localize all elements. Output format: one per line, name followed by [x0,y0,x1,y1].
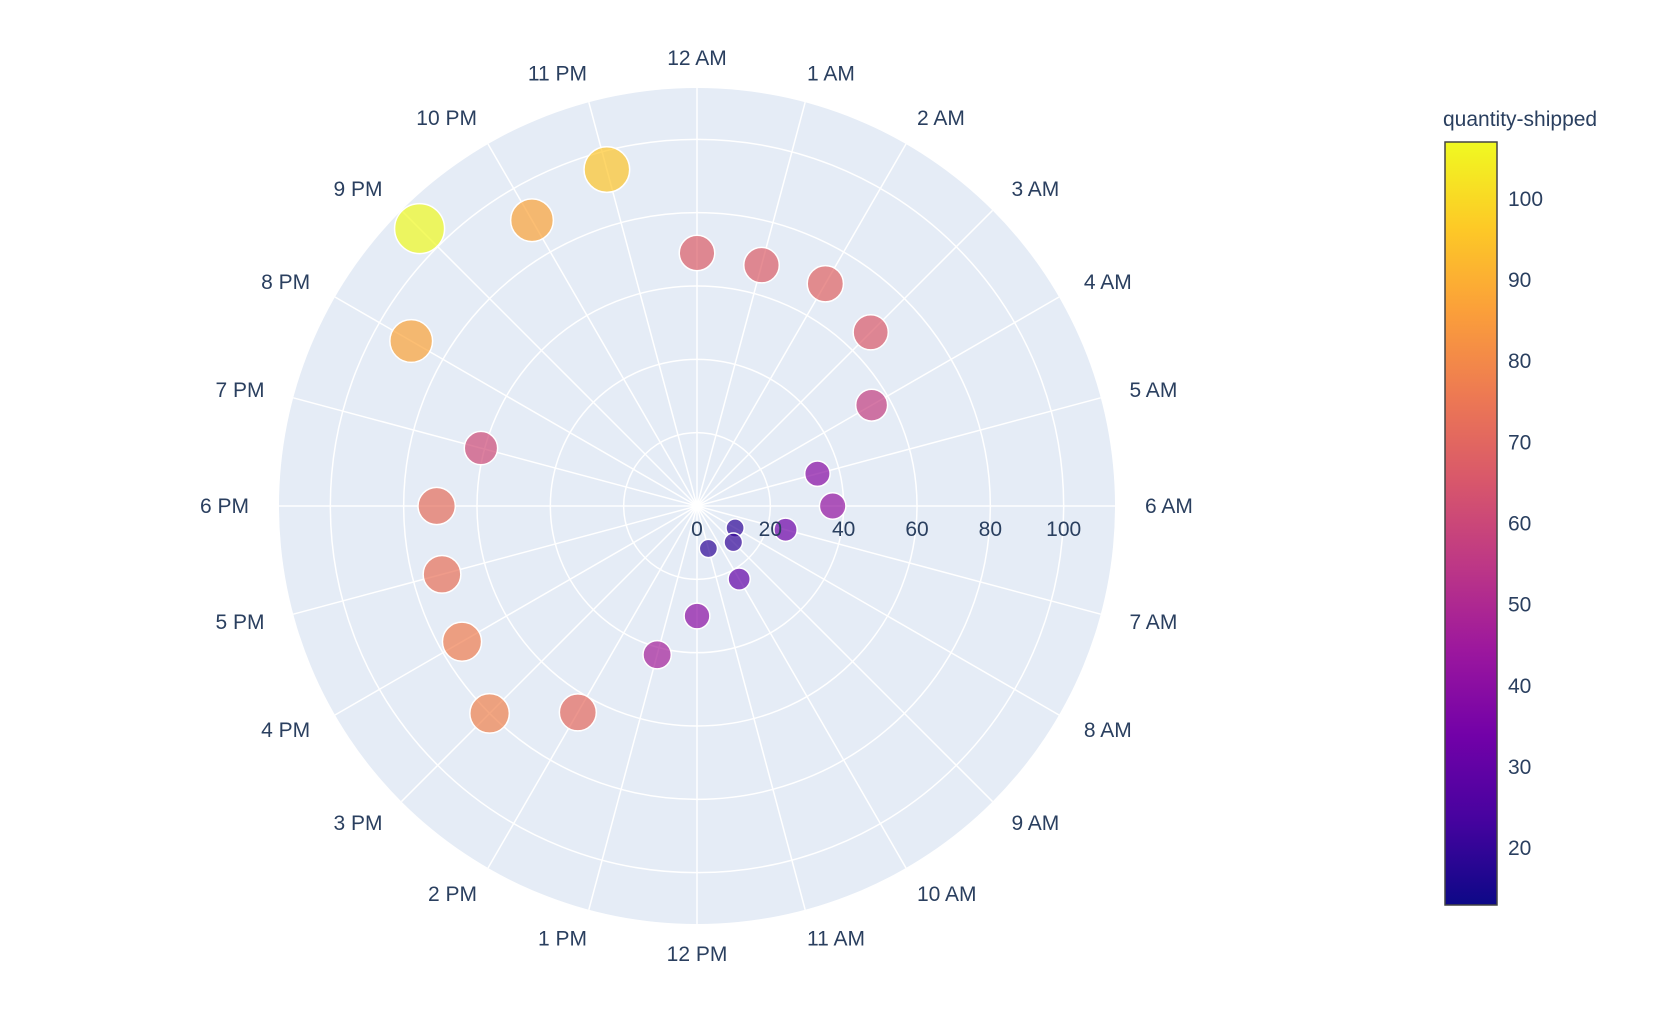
angular-grid-line [696,143,907,507]
angular-tick-label: 9 AM [1011,812,1059,835]
radial-axis-ticks: 0 20 40 60 80 100 [691,518,1081,541]
data-point [773,517,798,543]
angular-tick-label: 9 PM [334,178,383,201]
angular-tick-label: 4 AM [1084,271,1132,294]
angular-tick-label: 8 PM [261,271,310,294]
angular-grid-line [487,505,698,869]
data-point [422,554,462,594]
data-point [723,532,744,553]
angular-tick-label: 2 PM [428,883,477,906]
data-point [417,486,457,526]
angular-tick-label: 3 PM [334,812,383,835]
data-point [806,264,845,303]
colorbar-gradient [1444,141,1498,906]
angular-tick-label: 5 PM [216,611,265,634]
angular-grid-line [400,209,698,507]
data-point [683,602,711,630]
colorbar-tick-label: 30 [1508,756,1531,779]
angular-tick-label: 12 PM [667,943,728,966]
colorbar-tick-label: 60 [1508,513,1531,536]
data-point [463,430,499,466]
angular-grid-line [696,505,806,910]
angular-tick-label: 11 AM [807,928,865,951]
radial-tick-label: 20 [759,518,782,541]
colorbar-tick-label: 80 [1508,350,1531,373]
angular-tick-label: 1 PM [538,928,587,951]
data-point [583,145,631,194]
radial-tick-label: 0 [691,518,703,541]
angular-tick-label: 2 AM [917,107,965,130]
angular-grid-line [293,505,698,615]
angular-tick-label: 6 PM [200,495,249,518]
data-point [803,460,831,488]
angular-tick-label: 7 AM [1129,611,1177,634]
data-point [558,693,598,732]
colorbar-tick-label: 100 [1508,188,1543,211]
angular-tick-label: 5 AM [1129,379,1177,402]
data-point [642,639,673,670]
colorbar-tick-label: 50 [1508,594,1531,617]
data-point [727,567,751,591]
data-point [509,198,555,243]
angular-grid-line [696,505,1060,716]
colorbar-ticks: 20 30 40 50 60 70 80 90 100 [1508,188,1543,860]
data-point [852,313,890,351]
data-points [389,145,890,734]
colorbar-title: quantity-shipped [1443,108,1597,131]
angular-grid-line [696,209,994,507]
colorbar-tick-label: 90 [1508,269,1531,292]
data-point [441,621,483,662]
angular-tick-label: 11 PM [528,62,587,85]
data-point [678,234,716,272]
angular-tick-label: 6 AM [1145,495,1193,518]
angular-grid-line [696,102,806,507]
data-point [743,246,781,284]
polar-grid [279,88,1115,924]
radial-tick-label: 100 [1046,518,1081,541]
angular-grid-line [696,505,994,803]
angular-grid-line [696,505,907,869]
colorbar: quantity-shipped 20 30 40 50 60 70 80 90 100 [1443,108,1597,906]
angular-tick-label: 10 AM [917,883,977,906]
angular-grid-line [588,505,698,910]
radial-tick-label: 40 [832,518,855,541]
radial-tick-label: 80 [979,518,1002,541]
colorbar-tick-label: 20 [1508,837,1531,860]
radial-tick-label: 60 [905,518,928,541]
angular-tick-label: 3 AM [1011,178,1059,201]
data-point [393,202,446,255]
angular-tick-label: 1 AM [807,62,855,85]
angular-grid-line [696,505,1101,615]
angular-tick-label: 7 PM [216,379,265,402]
angular-tick-label: 10 PM [416,107,477,130]
angular-grid-line [400,505,698,803]
angular-tick-label: 12 AM [667,47,727,70]
colorbar-tick-label: 40 [1508,675,1531,698]
angular-tick-label: 8 AM [1084,719,1132,742]
angular-axis-ticks: 12 AM 1 AM 2 AM 3 AM 4 AM 5 AM 6 AM 7 AM 8 AM 9 A… [200,47,1193,966]
data-point [389,318,434,364]
angular-grid-line [696,397,1101,507]
data-point [469,692,511,734]
colorbar-tick-label: 70 [1508,431,1531,454]
angular-grid-line [334,505,698,716]
data-point [698,538,719,559]
data-point [854,388,889,422]
data-point [818,492,847,520]
angular-tick-label: 4 PM [261,719,310,742]
